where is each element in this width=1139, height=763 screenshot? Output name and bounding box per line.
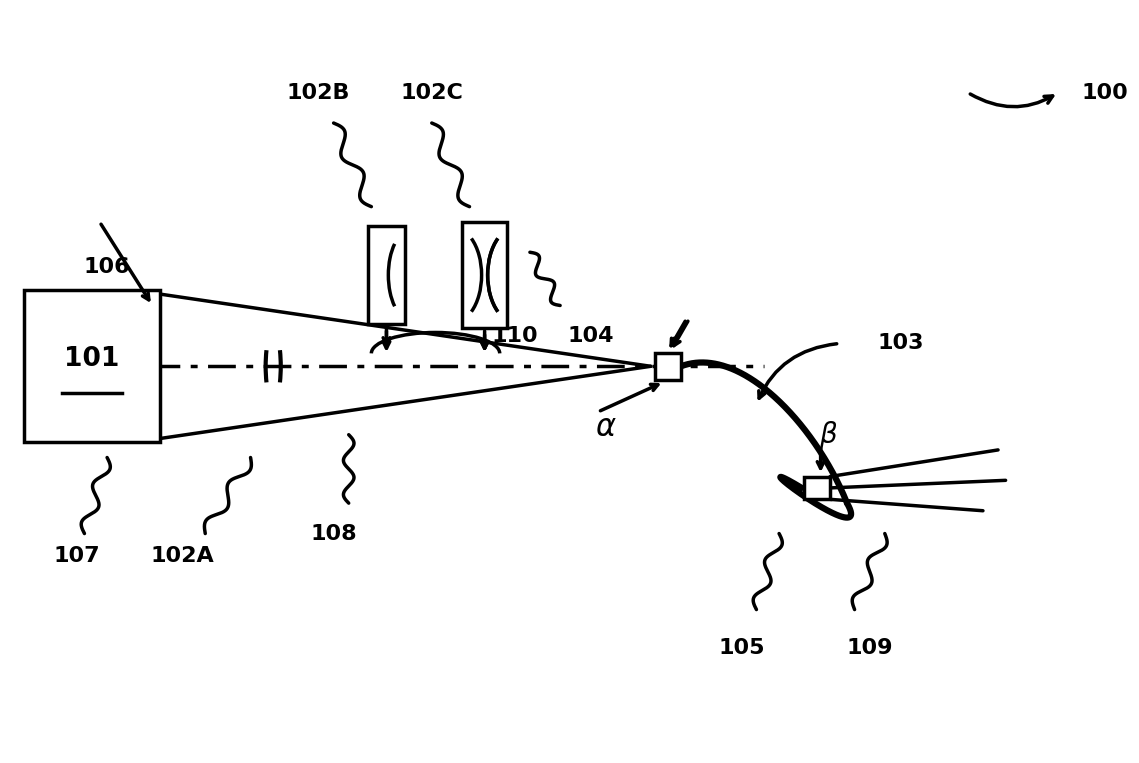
Text: 102B: 102B (287, 82, 351, 102)
Text: $\beta$: $\beta$ (819, 419, 837, 451)
Bar (655, 353, 681, 380)
Bar (804, 477, 830, 499)
Text: 103: 103 (877, 333, 924, 353)
Text: 100: 100 (1081, 82, 1128, 102)
Bar (368, 226, 405, 324)
Text: 107: 107 (54, 546, 100, 566)
Text: 101: 101 (64, 346, 120, 372)
Text: 105: 105 (718, 638, 764, 658)
Text: 106: 106 (84, 257, 130, 278)
Bar (24, 290, 159, 443)
Text: 110: 110 (492, 326, 538, 346)
Text: 108: 108 (310, 523, 357, 543)
Text: 102C: 102C (400, 82, 464, 102)
Text: $\alpha$: $\alpha$ (595, 413, 616, 442)
Text: 104: 104 (567, 326, 614, 346)
Text: 102A: 102A (150, 546, 214, 566)
Text: 109: 109 (846, 638, 893, 658)
Bar (462, 222, 507, 328)
